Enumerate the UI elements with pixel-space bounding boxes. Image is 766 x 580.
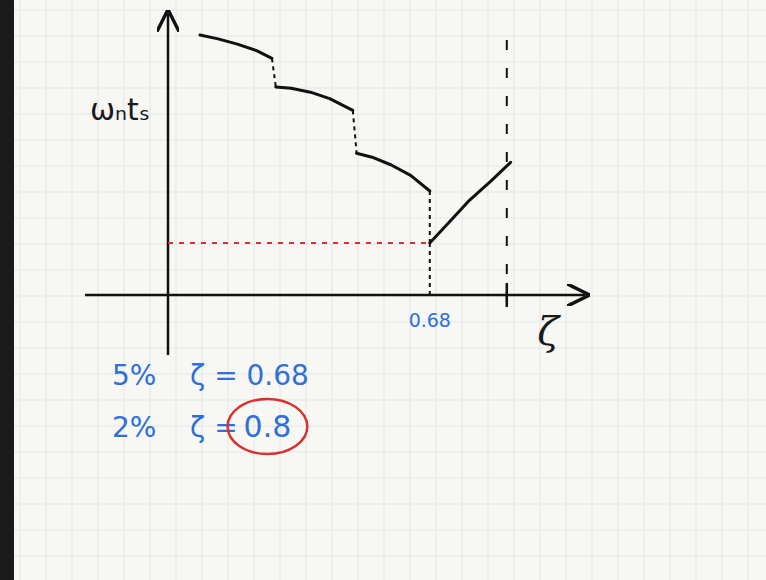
- paper-line: [0, 556, 766, 557]
- curve: [200, 35, 511, 243]
- y-axis-title: ωₙtₛ: [90, 92, 150, 127]
- plot-area: [200, 35, 511, 243]
- paper-line: [0, 322, 766, 323]
- paper-line: [20, 0, 21, 580]
- x-tick-label: 0.68: [409, 309, 451, 331]
- guides: [168, 58, 430, 295]
- paper-line: [228, 0, 229, 580]
- paper-line: [124, 0, 125, 580]
- paper-line: [202, 0, 203, 580]
- annotation-percent: 5%: [112, 359, 156, 392]
- paper-line: [0, 452, 766, 453]
- jump-line: [353, 110, 357, 153]
- paper-line: [254, 0, 255, 580]
- paper-line: [566, 0, 567, 580]
- paper-line: [306, 0, 307, 580]
- paper-line: [696, 0, 697, 580]
- paper-line: [0, 400, 766, 401]
- paper-line: [0, 166, 766, 167]
- jump-line: [272, 58, 276, 87]
- chart: 0.68ωₙtₛζ5%ζ = 0.682%ζ = 0.8: [0, 0, 766, 580]
- paper-line: [384, 0, 385, 580]
- paper-line: [0, 62, 766, 63]
- paper-line: [0, 504, 766, 505]
- paper-line: [332, 0, 333, 580]
- canvas: 0.68ωₙtₛζ5%ζ = 0.682%ζ = 0.8: [0, 0, 766, 580]
- background: [0, 0, 766, 580]
- x-axis: [85, 294, 585, 297]
- paper-line: [670, 0, 671, 580]
- paper-line: [176, 0, 177, 580]
- paper-line: [0, 348, 766, 349]
- paper-line: [98, 0, 99, 580]
- paper-line: [358, 0, 359, 580]
- paper-line: [0, 296, 766, 297]
- annotation-circled: 0.8: [244, 409, 292, 444]
- paper-line: [0, 244, 766, 245]
- paper-line: [540, 0, 541, 580]
- paper-line: [0, 88, 766, 89]
- paper-line: [0, 270, 766, 271]
- tick-mark: [506, 283, 509, 307]
- paper-line: [0, 10, 766, 11]
- paper-line: [436, 0, 437, 580]
- paper-line: [488, 0, 489, 580]
- min-guide-v: [429, 243, 431, 295]
- x-axis-title: ζ: [537, 308, 561, 354]
- paper-line: [0, 192, 766, 193]
- annotation-percent: 2%: [112, 411, 156, 444]
- paper-line: [592, 0, 593, 580]
- paper-line: [410, 0, 411, 580]
- paper-line: [618, 0, 619, 580]
- paper-line: [462, 0, 463, 580]
- annotation-text: ζ = 0.68: [190, 359, 309, 392]
- paper-line: [0, 140, 766, 141]
- paper-line: [0, 36, 766, 37]
- paper-grid: [0, 0, 766, 580]
- left-edge: [0, 0, 14, 580]
- paper-line: [0, 478, 766, 479]
- paper-line: [72, 0, 73, 580]
- paper-line: [46, 0, 47, 580]
- dashed-line: [506, 40, 508, 310]
- jump-line: [429, 191, 431, 243]
- paper-line: [0, 218, 766, 219]
- min-guide-h: [168, 242, 430, 244]
- paper-line: [748, 0, 749, 580]
- highlight-circle: [228, 399, 308, 454]
- paper-line: [150, 0, 151, 580]
- y-axis: [167, 14, 170, 355]
- paper-line: [644, 0, 645, 580]
- paper-line: [0, 530, 766, 531]
- paper-line: [514, 0, 515, 580]
- paper-line: [722, 0, 723, 580]
